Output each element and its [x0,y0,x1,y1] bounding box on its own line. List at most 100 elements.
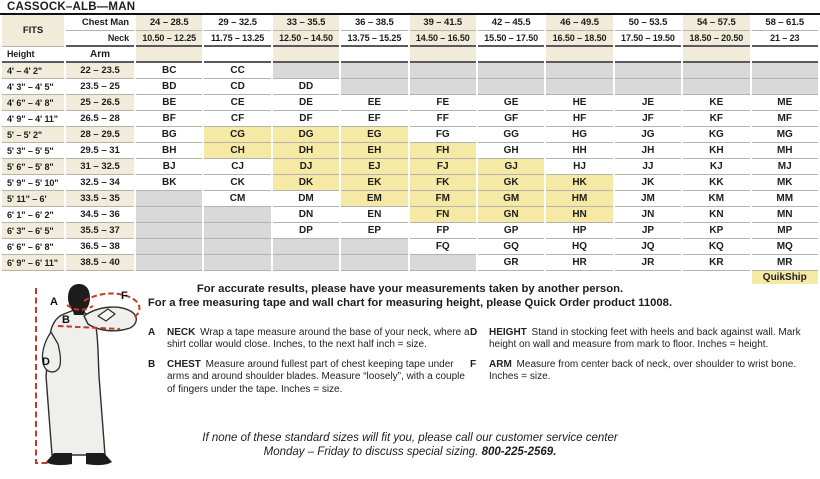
height-arm-header-row: Height Arm [2,47,818,63]
size-table-row: 5' 11" – 6' 33.5 – 35 CM DM EM FM GM HM JM KM MM [2,191,818,207]
size-code-cell: DE [272,95,340,111]
figure-left-arm [41,331,62,373]
empty-cell [546,79,613,95]
fits-label: FITS [2,15,64,47]
size-table-row: 4' 3" – 4' 5" 23.5 – 25 BD CD DD [2,79,818,95]
size-code-cell: ME [751,95,818,111]
size-code-cell: EG [341,127,408,143]
size-code-cell: HF [546,111,613,127]
size-code-cell: JK [614,175,682,191]
size-code-cell: HG [546,127,613,143]
size-code-cell: FQ [409,239,476,255]
size-table-row: 6' 3" – 6' 5" 35.5 – 37 DP EP FP GP HP JP KP MP [2,223,818,239]
size-code-cell: BD [136,79,203,95]
empty-cell [477,79,545,95]
height-cell: 5' 11" – 6' [2,191,64,207]
size-code-cell: GJ [477,159,545,175]
neck-range-cell: 13.75 – 15.25 [341,31,408,47]
size-code-cell: JQ [614,239,682,255]
size-code-cell: KE [683,95,750,111]
footer-text-line2: Monday – Friday to discuss special sizin… [0,446,820,458]
size-table-row: 5' – 5' 2" 28 – 29.5 BG CG DG EG FG GG HG JG KG MG [2,127,818,143]
figure-label-d: D [42,356,50,368]
chest-range-cell: 42 – 45.5 [477,15,545,31]
size-table-row: 6' 9" – 6' 11" 38.5 – 40 GR HR JR KR MR [2,255,818,271]
size-code-cell: JH [614,143,682,159]
size-code-cell: JF [614,111,682,127]
size-code-cell: FM [409,191,476,207]
chest-range-cell: 36 – 38.5 [341,15,408,31]
size-code-cell: HR [546,255,613,271]
size-table: FITS Chest Man 24 – 28.5 29 – 32.5 33 – 35.5… [0,15,820,284]
size-code-cell: GR [477,255,545,271]
height-cell: 5' 6" – 5' 8" [2,159,64,175]
empty-cell [204,239,271,255]
height-cell: 4' 6" – 4' 8" [2,95,64,111]
instruction-text: NECK Wrap a tape measure around the base… [167,327,470,351]
chest-range-cell: 58 – 61.5 [751,15,818,31]
footer-text-sizing: Monday – Friday to discuss special sizin… [263,446,479,458]
header-spacer-cell [751,47,818,63]
size-code-cell: EN [341,207,408,223]
page-title: CASSOCK–ALB—MAN [7,1,136,13]
size-code-cell: FJ [409,159,476,175]
arm-cell: 33.5 – 35 [66,191,134,207]
height-cell: 6' 9" – 6' 11" [2,255,64,271]
size-code-cell: MR [751,255,818,271]
empty-cell [477,63,545,79]
header-spacer-cell [204,47,271,63]
size-code-cell: HJ [546,159,613,175]
chest-range-cell: 33 – 35.5 [272,15,340,31]
figure-right-arm [83,306,137,332]
size-table-row: 5' 3" – 5' 5" 29.5 – 31 BH CH DH EH FH GH HH JH KH… [2,143,818,159]
size-code-cell: KH [683,143,750,159]
footer-phone-number: 800-225-2569. [481,446,557,458]
size-code-cell: HH [546,143,613,159]
size-code-cell: DJ [272,159,340,175]
size-code-cell: JJ [614,159,682,175]
size-code-cell: JP [614,223,682,239]
neck-range-cell: 15.50 – 17.50 [477,31,545,47]
arm-col-label: Arm [66,47,134,63]
size-code-cell: JN [614,207,682,223]
chest-range-cell: 54 – 57.5 [683,15,750,31]
instruction-chest: B CHEST Measure around fullest part of ch… [148,359,470,396]
empty-cell [204,255,271,271]
instruction-letter: A [148,327,156,338]
footer-text-line1: If none of these standard sizes will fit… [202,432,618,444]
size-code-cell: KQ [683,239,750,255]
size-code-cell: MP [751,223,818,239]
size-code-cell: EP [341,223,408,239]
size-code-cell: KJ [683,159,750,175]
instruction-term: CHEST [167,358,201,370]
empty-cell [751,63,818,79]
neck-measure-line [66,304,94,311]
empty-cell [136,255,203,271]
size-code-cell: MJ [751,159,818,175]
arm-measure-line [83,292,141,319]
empty-cell [341,79,408,95]
height-cell: 6' 6" – 6' 8" [2,239,64,255]
size-table-row: 4' 6" – 4' 8" 25 – 26.5 BE CE DE EE FE GE HE JE KE… [2,95,818,111]
instruction-term: ARM [489,358,512,370]
empty-cell [272,63,340,79]
size-code-cell: GM [477,191,545,207]
size-code-cell: FF [409,111,476,127]
instruction-height: D HEIGHT Stand in stocking feet with heel… [470,327,810,352]
instruction-arm: F ARM Measure from center back of neck, o… [470,359,810,384]
size-code-cell: FG [409,127,476,143]
figure-label-a: A [50,296,58,308]
figure-label-b: B [62,314,70,326]
size-table-row: 6' 6" – 6' 8" 36.5 – 38 FQ GQ HQ JQ KQ MQ [2,239,818,255]
neck-range-cell: 18.50 – 20.50 [683,31,750,47]
lead-text-line2: For a free measuring tape and wall chart… [147,297,673,309]
size-code-cell: DH [272,143,340,159]
neck-range-cell: 21 – 23 [751,31,818,47]
quikship-badge: QuikShip [751,271,818,284]
size-code-cell: CD [204,79,271,95]
height-cell: 6' 3" – 6' 5" [2,223,64,239]
size-table-row: 5' 6" – 5' 8" 31 – 32.5 BJ CJ DJ EJ FJ GJ HJ JJ KJ… [2,159,818,175]
arm-cell: 31 – 32.5 [66,159,134,175]
cassock-figure-illustration: A B D F [35,284,141,466]
instruction-letter: B [148,358,156,370]
